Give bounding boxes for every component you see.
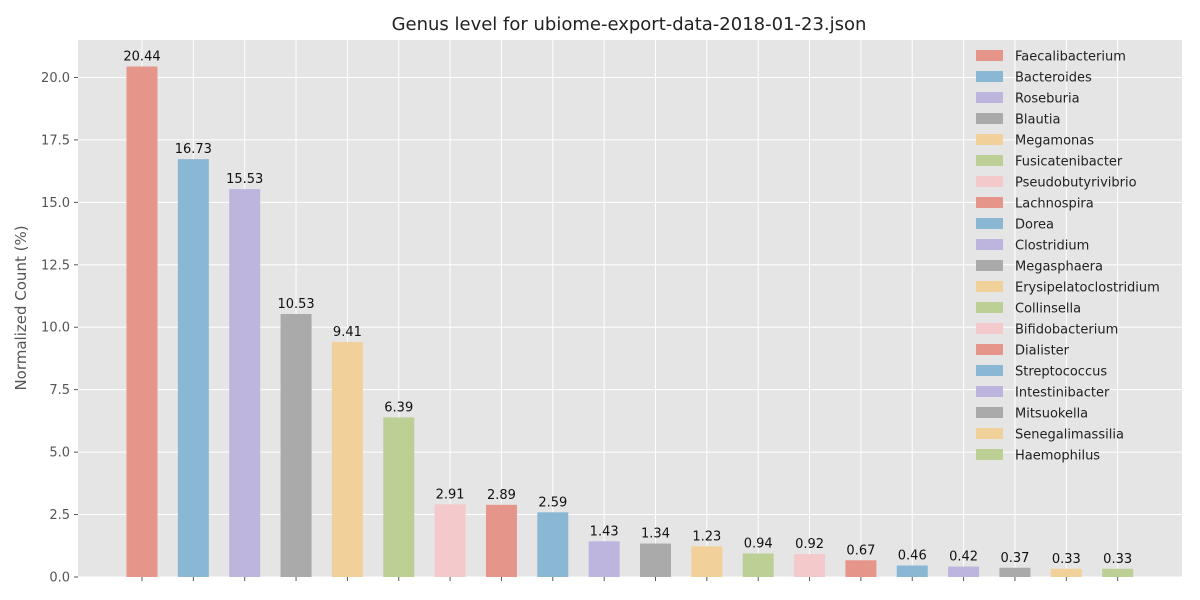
- bar-dialister: [845, 560, 877, 577]
- data-label-haemophilus: 0.33: [1103, 552, 1132, 567]
- legend-label-senegalimassilia: Senegalimassilia: [1015, 428, 1124, 443]
- bar-faecalibacterium: [126, 66, 158, 578]
- data-label-blautia: 10.53: [277, 297, 314, 312]
- legend-swatch-bifidobacterium: [976, 323, 1003, 334]
- legend-swatch-collinsella: [976, 302, 1003, 313]
- legend-swatch-haemophilus: [976, 449, 1003, 460]
- data-label-collinsella: 0.94: [744, 537, 773, 552]
- legend-label-blautia: Blautia: [1015, 113, 1060, 128]
- legend-swatch-streptococcus: [976, 365, 1003, 376]
- bar-bacteroides: [177, 159, 209, 577]
- data-label-pseudobutyrivibrio: 2.91: [436, 487, 465, 502]
- y-tick-label: 5.0: [49, 446, 70, 461]
- data-label-erysipelatoclostridium: 1.23: [692, 529, 721, 544]
- legend-swatch-pseudobutyrivibrio: [976, 176, 1003, 187]
- chart-title: Genus level for ubiome-export-data-2018-…: [392, 14, 867, 35]
- legend-label-megamonas: Megamonas: [1015, 134, 1094, 149]
- legend-swatch-megamonas: [976, 134, 1003, 145]
- legend-label-dorea: Dorea: [1015, 218, 1054, 233]
- bar-lachnospira: [485, 504, 517, 577]
- y-tick-label: 15.0: [41, 196, 70, 211]
- bar-clostridium: [588, 541, 620, 577]
- data-label-megamonas: 9.41: [333, 325, 362, 340]
- legend-swatch-roseburia: [976, 92, 1003, 103]
- data-label-dialister: 0.67: [846, 543, 875, 558]
- y-tick-label: 7.5: [49, 383, 70, 398]
- y-tick-label: 12.5: [41, 258, 70, 273]
- bar-intestinibacter: [948, 566, 980, 577]
- legend-label-faecalibacterium: Faecalibacterium: [1015, 50, 1126, 65]
- y-tick-label: 17.5: [41, 133, 70, 148]
- bar-dorea: [537, 512, 569, 577]
- legend-label-erysipelatoclostridium: Erysipelatoclostridium: [1015, 281, 1160, 296]
- y-tick-label: 2.5: [49, 508, 70, 523]
- legend-label-collinsella: Collinsella: [1015, 302, 1081, 317]
- data-label-clostridium: 1.43: [590, 524, 619, 539]
- legend-swatch-mitsuokella: [976, 407, 1003, 418]
- legend-swatch-megasphaera: [976, 260, 1003, 271]
- legend-swatch-lachnospira: [976, 197, 1003, 208]
- bar-roseburia: [229, 189, 261, 578]
- legend-swatch-erysipelatoclostridium: [976, 281, 1003, 292]
- data-label-roseburia: 15.53: [226, 172, 263, 187]
- legend-label-mitsuokella: Mitsuokella: [1015, 407, 1088, 422]
- bar-megamonas: [331, 341, 363, 577]
- legend-swatch-clostridium: [976, 239, 1003, 250]
- legend-label-bacteroides: Bacteroides: [1015, 71, 1092, 86]
- data-label-faecalibacterium: 20.44: [123, 49, 160, 64]
- data-label-bifidobacterium: 0.92: [795, 537, 824, 552]
- legend-swatch-bacteroides: [976, 71, 1003, 82]
- data-label-megasphaera: 1.34: [641, 527, 670, 542]
- legend-swatch-intestinibacter: [976, 386, 1003, 397]
- y-tick-label: 0.0: [49, 571, 70, 586]
- bar-bifidobacterium: [794, 554, 826, 577]
- legend-swatch-fusicatenibacter: [976, 155, 1003, 166]
- legend-label-lachnospira: Lachnospira: [1015, 197, 1094, 212]
- data-label-streptococcus: 0.46: [898, 549, 927, 564]
- legend-label-intestinibacter: Intestinibacter: [1015, 386, 1110, 401]
- data-label-dorea: 2.59: [538, 495, 567, 510]
- data-label-fusicatenibacter: 6.39: [384, 400, 413, 415]
- bar-erysipelatoclostridium: [691, 546, 723, 577]
- legend-swatch-senegalimassilia: [976, 428, 1003, 439]
- legend-label-pseudobutyrivibrio: Pseudobutyrivibrio: [1015, 176, 1137, 191]
- legend-label-fusicatenibacter: Fusicatenibacter: [1015, 155, 1123, 170]
- data-label-lachnospira: 2.89: [487, 488, 516, 503]
- data-label-senegalimassilia: 0.33: [1052, 552, 1081, 567]
- legend-label-megasphaera: Megasphaera: [1015, 260, 1103, 275]
- legend-swatch-dorea: [976, 218, 1003, 229]
- y-axis-label: Normalized Count (%): [12, 225, 30, 390]
- bar-megasphaera: [640, 543, 671, 577]
- bar-senegalimassilia: [1050, 568, 1082, 577]
- legend-label-haemophilus: Haemophilus: [1015, 449, 1100, 464]
- y-tick-label: 20.0: [41, 71, 70, 86]
- bar-pseudobutyrivibrio: [434, 504, 466, 577]
- legend-label-clostridium: Clostridium: [1015, 239, 1089, 254]
- data-label-mitsuokella: 0.37: [1000, 551, 1029, 566]
- bar-mitsuokella: [999, 567, 1031, 577]
- legend-swatch-faecalibacterium: [976, 50, 1003, 61]
- legend-label-roseburia: Roseburia: [1015, 92, 1080, 107]
- bar-collinsella: [742, 553, 774, 577]
- bar-fusicatenibacter: [383, 417, 415, 577]
- legend-label-bifidobacterium: Bifidobacterium: [1015, 323, 1118, 338]
- bar-blautia: [280, 313, 312, 577]
- legend-swatch-blautia: [976, 113, 1003, 124]
- bar-streptococcus: [896, 565, 928, 577]
- y-tick-label: 10.0: [41, 321, 70, 336]
- legend-label-dialister: Dialister: [1015, 344, 1070, 359]
- data-label-intestinibacter: 0.42: [949, 550, 978, 565]
- legend-label-streptococcus: Streptococcus: [1015, 365, 1107, 380]
- bar-haemophilus: [1102, 568, 1134, 577]
- data-label-bacteroides: 16.73: [175, 142, 212, 157]
- legend-swatch-dialister: [976, 344, 1003, 355]
